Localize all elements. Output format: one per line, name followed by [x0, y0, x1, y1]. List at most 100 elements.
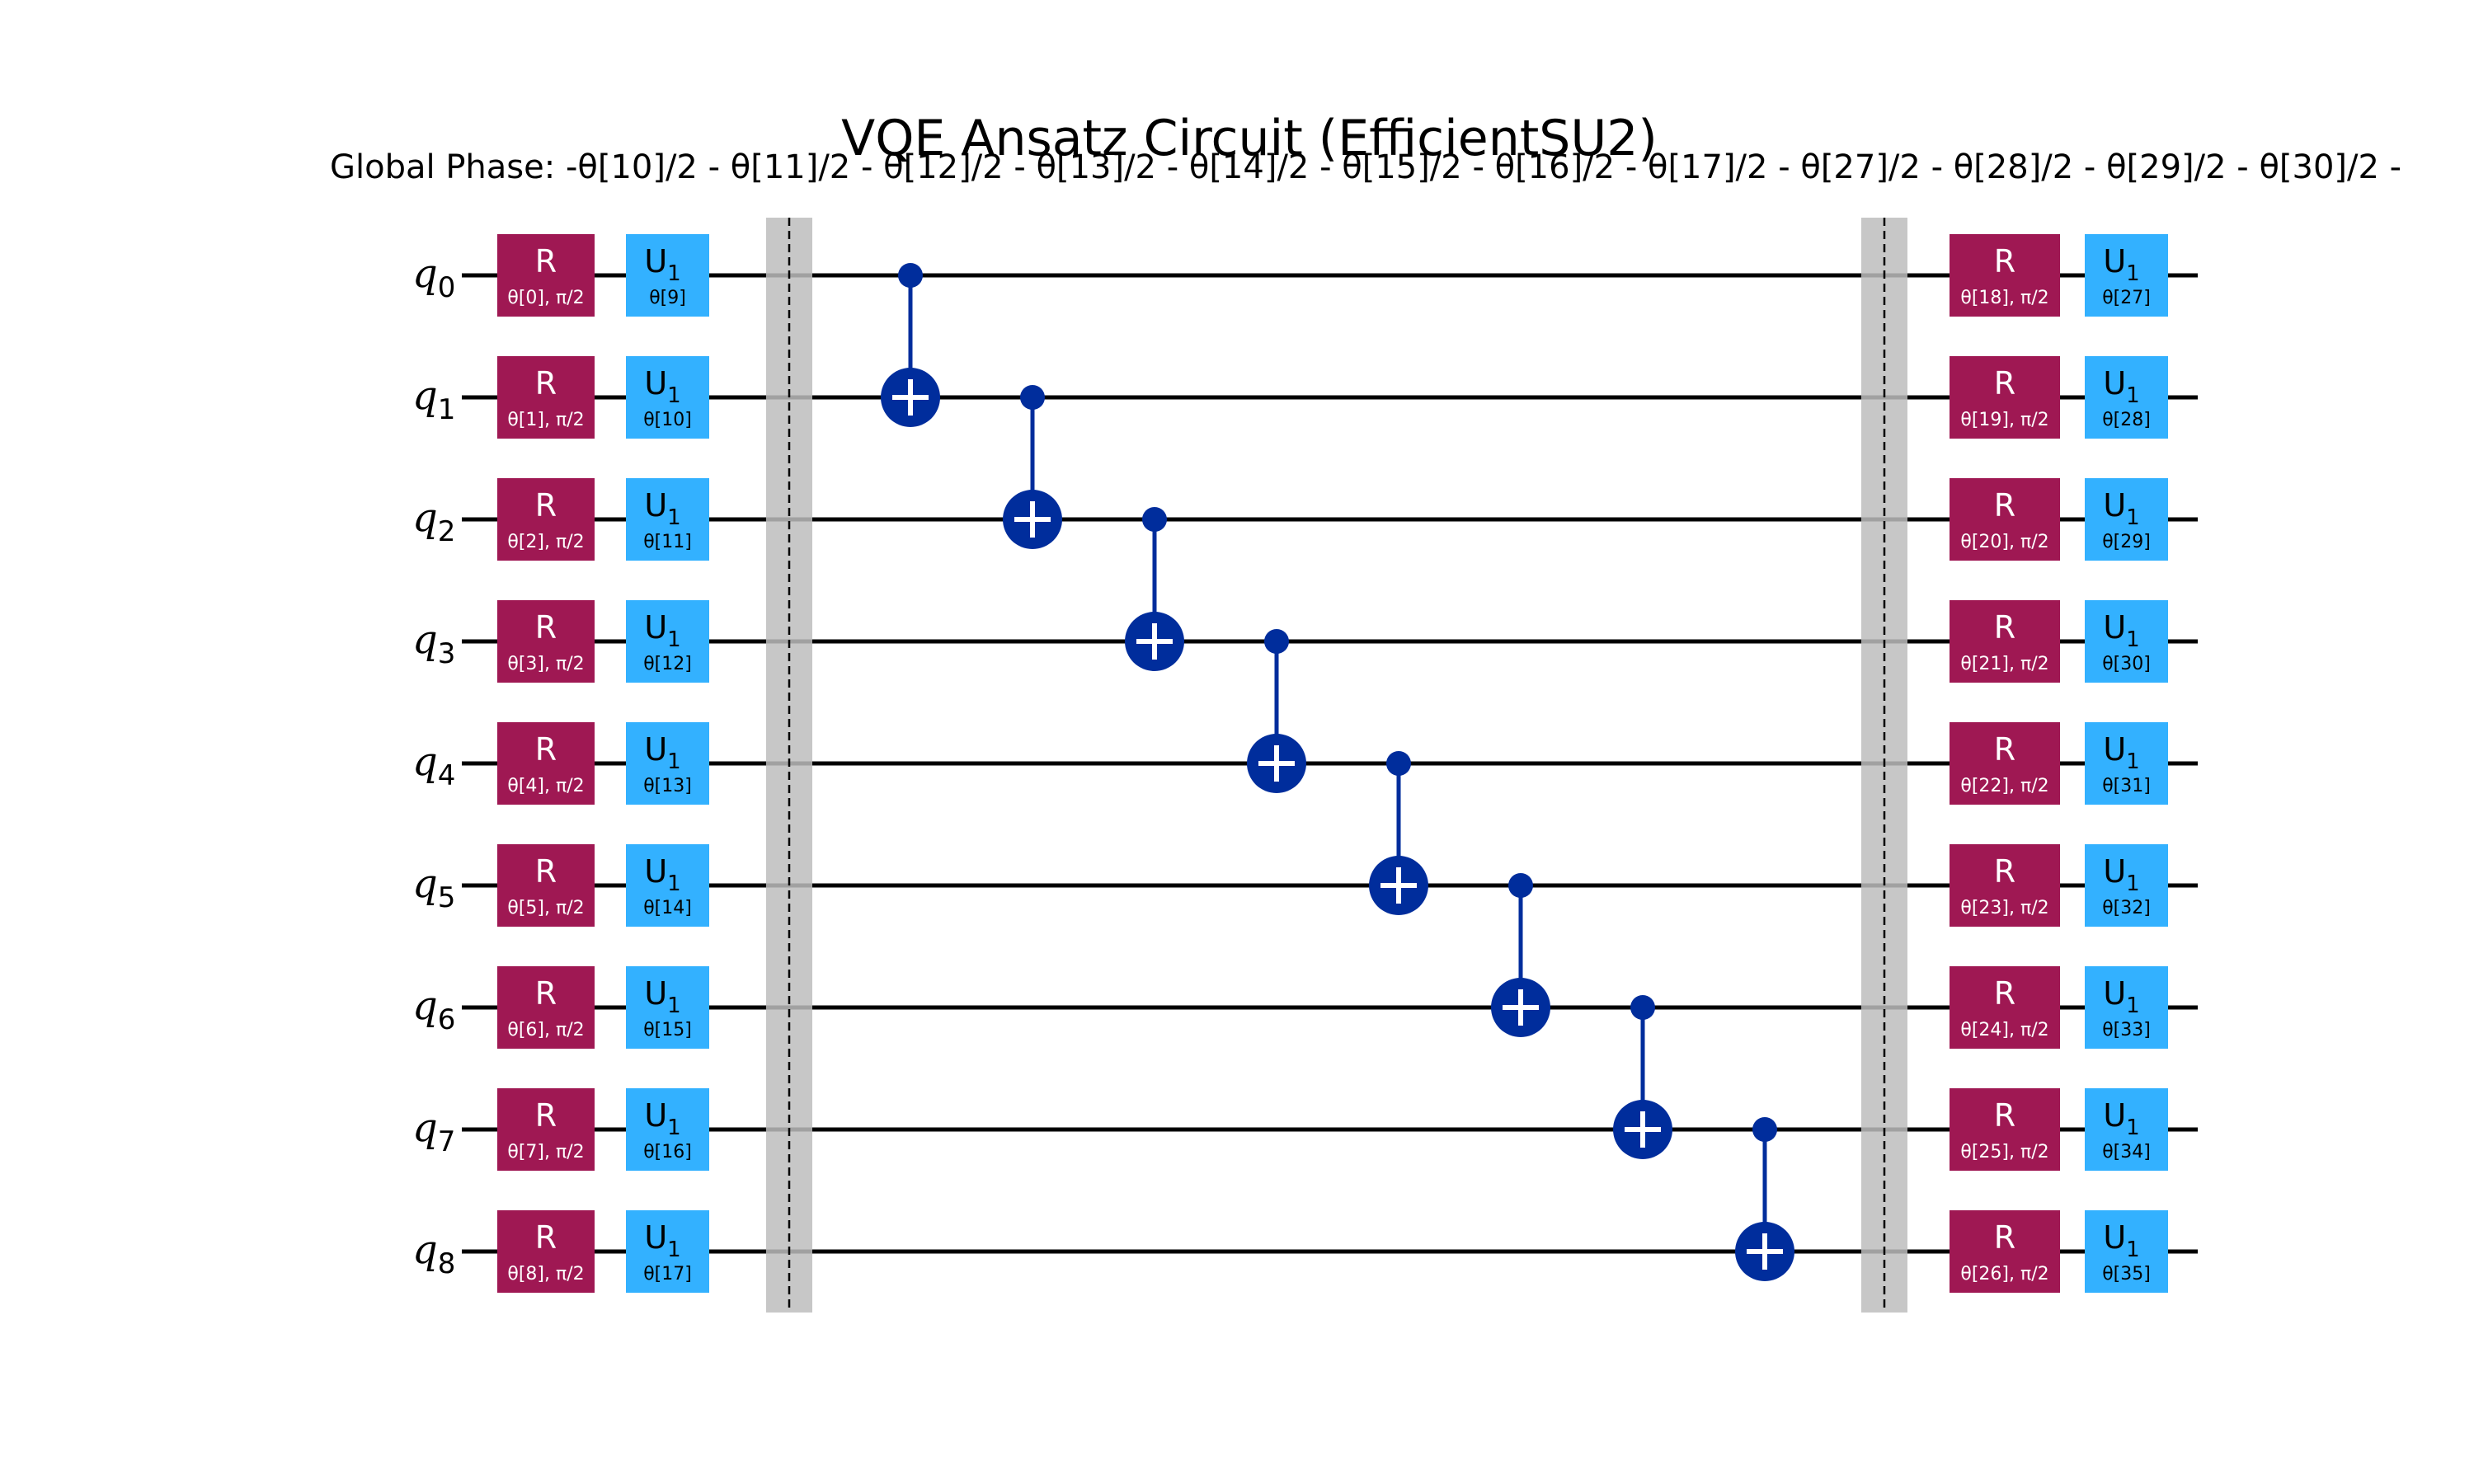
- cnot-0-1: [881, 263, 940, 427]
- r-gate-label: R: [535, 487, 557, 524]
- r-gate-l1-q7: Rθ[7], π/2: [497, 1088, 595, 1171]
- u1-gate-param: θ[33]: [2102, 1020, 2151, 1040]
- u1-gate-param: θ[32]: [2102, 898, 2151, 918]
- qubit-label-1: q1: [412, 373, 455, 426]
- u1-gate-l2-q8: U1θ[35]: [2085, 1210, 2168, 1293]
- qubit-labels: q0 q1 q2 q3 q4 q5 q6 q7 q8: [412, 251, 455, 1280]
- u1-gate-param: θ[10]: [643, 410, 692, 430]
- r-gate-box: [497, 1088, 595, 1171]
- u1-gate-param: θ[14]: [643, 898, 692, 918]
- qubit-label-6: q6: [412, 983, 455, 1036]
- r-gate-param: θ[0], π/2: [507, 288, 584, 308]
- u1-gate-l1-q4: U1θ[13]: [626, 722, 709, 805]
- u1-gate-box: [626, 722, 709, 805]
- r-gate-label: R: [1994, 365, 2015, 402]
- u1-gate-box: [626, 356, 709, 439]
- u1-gate-param: θ[31]: [2102, 776, 2151, 796]
- r-gate-param: θ[26], π/2: [1960, 1264, 2048, 1284]
- cnot-control-dot: [1020, 385, 1045, 410]
- r-gate-label: R: [535, 853, 557, 890]
- u1-gate-box: [2085, 600, 2168, 683]
- cnot-gates: [881, 263, 1794, 1281]
- r-gate-box: [1950, 600, 2060, 683]
- u1-gate-l2-q7: U1θ[34]: [2085, 1088, 2168, 1171]
- u1-gate-l2-q2: U1θ[29]: [2085, 478, 2168, 561]
- r-gate-label: R: [1994, 609, 2015, 646]
- r-gate-l1-q0: Rθ[0], π/2: [497, 234, 595, 317]
- u1-gate-box: [626, 1088, 709, 1171]
- u1-gate-box: [626, 234, 709, 317]
- r-gate-l1-q4: Rθ[4], π/2: [497, 722, 595, 805]
- cnot-6-7: [1613, 995, 1672, 1159]
- u1-gate-l2-q4: U1θ[31]: [2085, 722, 2168, 805]
- r-gate-box: [1950, 722, 2060, 805]
- u1-gate-label: U1: [644, 731, 680, 774]
- r-gate-l2-q1: Rθ[19], π/2: [1950, 356, 2060, 439]
- r-gate-l1-q8: Rθ[8], π/2: [497, 1210, 595, 1293]
- r-gate-param: θ[22], π/2: [1960, 776, 2048, 796]
- r-gate-param: θ[6], π/2: [507, 1020, 584, 1040]
- cnot-7-8: [1735, 1117, 1794, 1281]
- r-gate-param: θ[18], π/2: [1960, 288, 2048, 308]
- qubit-label-4: q4: [412, 739, 455, 792]
- r-gate-param: θ[7], π/2: [507, 1142, 584, 1162]
- r-gate-box: [1950, 844, 2060, 927]
- u1-gate-box: [2085, 722, 2168, 805]
- r-gate-param: θ[2], π/2: [507, 532, 584, 552]
- r-gate-box: [1950, 1088, 2060, 1171]
- cnot-5-6: [1491, 873, 1550, 1037]
- u1-gate-param: θ[28]: [2102, 410, 2151, 430]
- r-gate-l1-q6: Rθ[6], π/2: [497, 966, 595, 1049]
- r-gate-label: R: [1994, 487, 2015, 524]
- u1-gate-param: θ[13]: [643, 776, 692, 796]
- r-gate-box: [497, 234, 595, 317]
- r-gate-box: [1950, 966, 2060, 1049]
- r-gate-label: R: [535, 731, 557, 768]
- r-gate-box: [497, 478, 595, 561]
- u1-gate-label: U1: [2103, 1097, 2139, 1140]
- global-phase: Global Phase: -θ[10]/2 - θ[11]/2 - θ[12]…: [330, 148, 2401, 186]
- qubit-label-0: q0: [412, 251, 455, 304]
- u1-gate-l2-q6: U1θ[33]: [2085, 966, 2168, 1049]
- cnot-control-dot: [1386, 751, 1411, 776]
- cnot-control-dot: [1508, 873, 1533, 898]
- r-gate-l1-q2: Rθ[2], π/2: [497, 478, 595, 561]
- cnot-control-dot: [898, 263, 923, 288]
- r-gate-label: R: [1994, 975, 2015, 1012]
- r-gate-box: [1950, 478, 2060, 561]
- u1-gate-l1-q0: U1θ[9]: [626, 234, 709, 317]
- u1-gate-label: U1: [2103, 975, 2139, 1018]
- u1-gate-l2-q0: U1θ[27]: [2085, 234, 2168, 317]
- u1-gate-l1-q6: U1θ[15]: [626, 966, 709, 1049]
- r-gate-box: [497, 844, 595, 927]
- r-gate-label: R: [1994, 1219, 2015, 1256]
- u1-gate-l1-q3: U1θ[12]: [626, 600, 709, 683]
- u1-gate-box: [626, 600, 709, 683]
- u1-gate-label: U1: [644, 853, 680, 896]
- barriers: [766, 218, 1907, 1313]
- u1-gate-param: θ[11]: [643, 532, 692, 552]
- u1-gate-box: [626, 1210, 709, 1293]
- r-gate-l2-q0: Rθ[18], π/2: [1950, 234, 2060, 317]
- u1-gate-label: U1: [2103, 365, 2139, 408]
- u1-gate-l1-q2: U1θ[11]: [626, 478, 709, 561]
- u1-gate-l1-q7: U1θ[16]: [626, 1088, 709, 1171]
- r-gate-label: R: [535, 365, 557, 402]
- u1-gate-l2-q3: U1θ[30]: [2085, 600, 2168, 683]
- u1-gate-l2-q5: U1θ[32]: [2085, 844, 2168, 927]
- u1-gate-label: U1: [644, 365, 680, 408]
- u1-gate-param: θ[12]: [643, 654, 692, 674]
- cnot-control-dot: [1630, 995, 1655, 1020]
- r-gate-l2-q3: Rθ[21], π/2: [1950, 600, 2060, 683]
- u1-gate-param: θ[16]: [643, 1142, 692, 1162]
- r-gate-l1-q5: Rθ[5], π/2: [497, 844, 595, 927]
- u1-gate-l1-q8: U1θ[17]: [626, 1210, 709, 1293]
- r-gate-label: R: [1994, 853, 2015, 890]
- u1-gate-box: [2085, 478, 2168, 561]
- r-gate-box: [1950, 1210, 2060, 1293]
- r-gate-param: θ[21], π/2: [1960, 654, 2048, 674]
- cnot-3-4: [1247, 629, 1306, 793]
- r-gate-param: θ[4], π/2: [507, 776, 584, 796]
- r-gate-label: R: [535, 1097, 557, 1134]
